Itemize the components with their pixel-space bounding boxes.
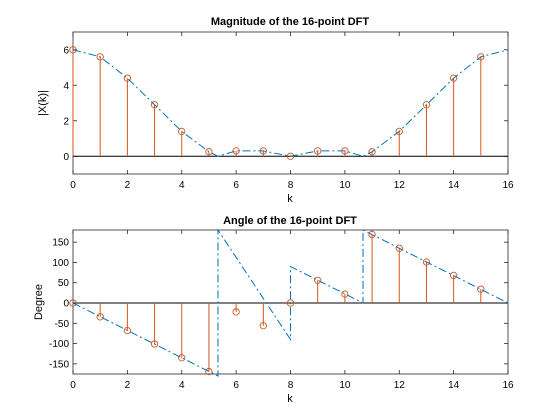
magnitude-plot-area: 0 2 4 6 8 10 12 14 16 0 2 4 6 xyxy=(63,31,514,191)
magnitude-panel: Magnitude of the 16-point DFT 0 2 4 6 8 10 12 1… xyxy=(37,16,514,205)
angle-xtick-label: 0 xyxy=(70,380,76,391)
magnitude-dtft-curve xyxy=(72,49,509,157)
angle-ytick-label: 50 xyxy=(58,278,70,289)
magnitude-xtick-label: 10 xyxy=(339,180,351,191)
magnitude-stem-marker xyxy=(123,74,132,82)
angle-dtft-curve xyxy=(72,228,509,377)
angle-stem-marker xyxy=(477,285,485,293)
angle-ytick-label: 150 xyxy=(52,238,69,249)
magnitude-ylabel: |X(k)| xyxy=(37,90,49,116)
magnitude-title: Magnitude of the 16-point DFT xyxy=(211,16,370,28)
angle-stem-marker xyxy=(205,367,213,376)
angle-title: Angle of the 16-point DFT xyxy=(223,215,357,227)
angle-stem-marker xyxy=(150,340,159,348)
angle-xtick-label: 14 xyxy=(448,380,460,391)
angle-stem-marker xyxy=(178,354,186,362)
magnitude-xtick-label: 12 xyxy=(394,180,406,191)
magnitude-xtick-label: 0 xyxy=(70,180,76,191)
magnitude-ytick-label: 0 xyxy=(63,152,69,163)
angle-xtick-label: 2 xyxy=(125,380,131,391)
angle-axes-box xyxy=(72,229,509,375)
magnitude-stem-marker xyxy=(314,147,322,155)
magnitude-xtick-label: 4 xyxy=(179,180,185,191)
magnitude-stem-marker xyxy=(150,101,159,109)
angle-stem-marker xyxy=(259,322,267,330)
magnitude-stem-marker xyxy=(449,74,458,82)
angle-ytick-label: -100 xyxy=(49,339,69,350)
magnitude-xtick-label: 8 xyxy=(288,180,294,191)
angle-stem-marker xyxy=(96,313,104,321)
magnitude-stem-marker xyxy=(395,127,403,136)
magnitude-axes-box xyxy=(72,31,509,175)
angle-xtick-label: 16 xyxy=(502,380,514,391)
magnitude-stem-marker xyxy=(96,53,104,61)
magnitude-stem-marker xyxy=(286,152,295,160)
magnitude-stem-marker xyxy=(178,127,186,136)
angle-plot-area: 0 2 4 6 8 10 12 14 16 -150 -100 -50 0 50 100 150 xyxy=(49,228,514,391)
angle-stem-marker xyxy=(314,276,322,284)
angle-stem-marker xyxy=(368,230,376,239)
magnitude-stem-marker xyxy=(69,46,77,54)
angle-panel: Angle of the 16-point DFT 0 2 4 6 8 10 12 14 16 -… xyxy=(33,215,514,405)
angle-ylabel: Degree xyxy=(33,284,45,320)
magnitude-stem-marker xyxy=(205,148,213,156)
angle-ytick-label: 100 xyxy=(52,258,69,269)
angle-stem-marker xyxy=(422,258,431,266)
angle-xtick-label: 8 xyxy=(288,380,294,391)
angle-xtick-label: 4 xyxy=(179,380,185,391)
angle-stem-marker xyxy=(449,271,458,280)
magnitude-ytick-label: 2 xyxy=(63,116,69,127)
magnitude-stem-marker xyxy=(368,148,376,156)
magnitude-xtick-label: 6 xyxy=(233,180,239,191)
angle-xtick-label: 12 xyxy=(394,380,406,391)
magnitude-xtick-label: 16 xyxy=(502,180,514,191)
magnitude-stem-marker xyxy=(477,53,485,61)
angle-ytick-label: 0 xyxy=(63,299,69,310)
magnitude-stem-marker xyxy=(422,101,431,109)
angle-stem-marker xyxy=(395,244,403,252)
angle-stem-marker xyxy=(69,299,77,307)
angle-stem-marker xyxy=(232,308,240,316)
angle-stem-marker xyxy=(286,299,295,307)
angle-xtick-label: 6 xyxy=(233,380,239,391)
magnitude-xtick-label: 14 xyxy=(448,180,460,191)
magnitude-ytick-label: 4 xyxy=(63,81,69,92)
angle-ytick-label: -50 xyxy=(55,319,70,330)
angle-xtick-label: 10 xyxy=(339,380,351,391)
angle-stem-marker xyxy=(341,290,349,298)
angle-xlabel: k xyxy=(287,393,293,405)
angle-stem-marker xyxy=(123,326,132,335)
magnitude-ytick-label: 6 xyxy=(63,45,69,56)
magnitude-xlabel: k xyxy=(287,193,293,205)
magnitude-xtick-label: 2 xyxy=(125,180,131,191)
angle-ytick-label: -150 xyxy=(49,359,69,370)
